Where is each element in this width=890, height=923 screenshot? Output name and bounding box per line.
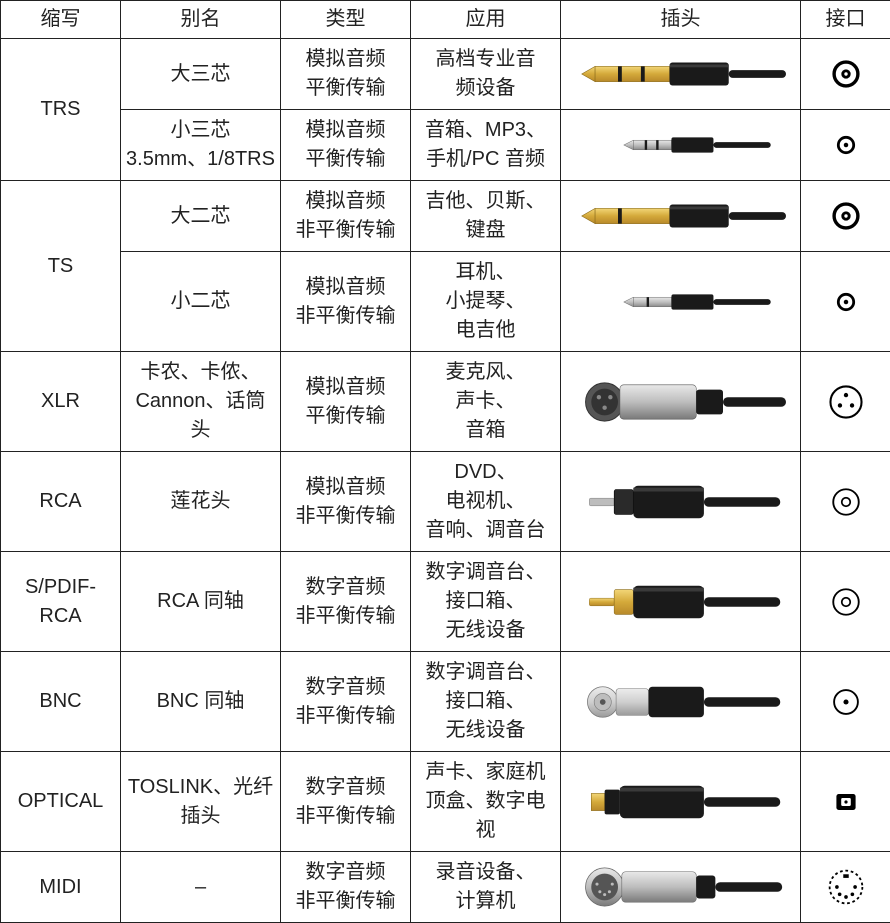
connector-table-container: 缩写 别名 类型 应用 插头 接口 TRS大三芯模拟音频平衡传输高档专业音频设备… <box>0 0 890 923</box>
cell-alias: – <box>121 852 281 923</box>
plug-icon <box>569 752 792 851</box>
th-alias: 别名 <box>121 1 281 39</box>
cell-app: 麦克风、声卡、音箱 <box>411 352 561 452</box>
cell-plug <box>561 552 801 652</box>
table-row: XLR卡农、卡侬、Cannon、话筒头模拟音频平衡传输麦克风、声卡、音箱 <box>1 352 890 452</box>
jack-icon <box>805 485 886 519</box>
cell-plug <box>561 181 801 252</box>
cell-jack <box>801 181 890 252</box>
table-row: TRS大三芯模拟音频平衡传输高档专业音频设备 <box>1 39 890 110</box>
jack-icon <box>805 131 886 159</box>
cell-jack <box>801 752 890 852</box>
table-body: TRS大三芯模拟音频平衡传输高档专业音频设备 小三芯3.5mm、1/8TRS模拟… <box>1 39 890 923</box>
th-plug: 插头 <box>561 1 801 39</box>
cell-type: 模拟音频平衡传输 <box>281 110 411 181</box>
cell-alias: BNC 同轴 <box>121 652 281 752</box>
th-app: 应用 <box>411 1 561 39</box>
table-row: MIDI–数字音频非平衡传输录音设备、计算机 <box>1 852 890 923</box>
plug-icon <box>569 39 792 109</box>
jack-icon <box>805 57 886 91</box>
cell-alias: 莲花头 <box>121 452 281 552</box>
cell-type: 数字音频非平衡传输 <box>281 652 411 752</box>
cell-type: 模拟音频平衡传输 <box>281 39 411 110</box>
cell-plug <box>561 752 801 852</box>
cell-abbr: RCA <box>1 452 121 552</box>
cell-plug <box>561 452 801 552</box>
cell-plug <box>561 110 801 181</box>
jack-icon <box>805 685 886 719</box>
table-row: OPTICALTOSLINK、光纤插头数字音频非平衡传输声卡、家庭机顶盒、数字电… <box>1 752 890 852</box>
cell-abbr: MIDI <box>1 852 121 923</box>
cell-jack <box>801 852 890 923</box>
cell-jack <box>801 252 890 352</box>
cell-type: 数字音频非平衡传输 <box>281 552 411 652</box>
table-row: TS大二芯模拟音频非平衡传输吉他、贝斯、键盘 <box>1 181 890 252</box>
table-row: RCA莲花头模拟音频非平衡传输DVD、电视机、音响、调音台 <box>1 452 890 552</box>
cell-app: 声卡、家庭机顶盒、数字电视 <box>411 752 561 852</box>
cell-jack <box>801 452 890 552</box>
cell-alias: 小三芯3.5mm、1/8TRS <box>121 110 281 181</box>
cell-plug <box>561 252 801 352</box>
jack-icon <box>805 288 886 316</box>
plug-icon <box>569 110 792 180</box>
cell-plug <box>561 39 801 110</box>
cell-app: 数字调音台、接口箱、无线设备 <box>411 552 561 652</box>
cell-plug <box>561 652 801 752</box>
table-row: 小三芯3.5mm、1/8TRS模拟音频平衡传输音箱、MP3、手机/PC 音频 <box>1 110 890 181</box>
plug-icon <box>569 181 792 251</box>
th-jack: 接口 <box>801 1 890 39</box>
cell-alias: RCA 同轴 <box>121 552 281 652</box>
cell-alias: 大三芯 <box>121 39 281 110</box>
cell-plug <box>561 352 801 452</box>
cell-app: DVD、电视机、音响、调音台 <box>411 452 561 552</box>
cell-app: 高档专业音频设备 <box>411 39 561 110</box>
cell-app: 耳机、小提琴、电吉他 <box>411 252 561 352</box>
plug-icon <box>569 252 792 351</box>
plug-icon <box>569 452 792 551</box>
cell-abbr: S/PDIF-RCA <box>1 552 121 652</box>
cell-abbr: BNC <box>1 652 121 752</box>
plug-icon <box>569 352 792 451</box>
cell-jack <box>801 652 890 752</box>
plug-icon <box>569 852 792 922</box>
connector-table: 缩写 别名 类型 应用 插头 接口 TRS大三芯模拟音频平衡传输高档专业音频设备… <box>0 0 890 923</box>
cell-alias: 小二芯 <box>121 252 281 352</box>
table-row: 小二芯模拟音频非平衡传输耳机、小提琴、电吉他 <box>1 252 890 352</box>
jack-icon <box>805 867 886 907</box>
table-head: 缩写 别名 类型 应用 插头 接口 <box>1 1 890 39</box>
jack-icon <box>805 199 886 233</box>
th-abbr: 缩写 <box>1 1 121 39</box>
th-type: 类型 <box>281 1 411 39</box>
cell-plug <box>561 852 801 923</box>
cell-app: 录音设备、计算机 <box>411 852 561 923</box>
table-row: BNCBNC 同轴数字音频非平衡传输数字调音台、接口箱、无线设备 <box>1 652 890 752</box>
cell-abbr: TRS <box>1 39 121 181</box>
cell-jack <box>801 110 890 181</box>
cell-jack <box>801 352 890 452</box>
table-row: S/PDIF-RCARCA 同轴数字音频非平衡传输数字调音台、接口箱、无线设备 <box>1 552 890 652</box>
cell-app: 音箱、MP3、手机/PC 音频 <box>411 110 561 181</box>
cell-type: 数字音频非平衡传输 <box>281 752 411 852</box>
cell-type: 模拟音频非平衡传输 <box>281 252 411 352</box>
cell-jack <box>801 552 890 652</box>
cell-type: 模拟音频非平衡传输 <box>281 452 411 552</box>
cell-type: 数字音频非平衡传输 <box>281 852 411 923</box>
cell-type: 模拟音频非平衡传输 <box>281 181 411 252</box>
jack-icon <box>805 585 886 619</box>
jack-icon <box>805 786 886 818</box>
cell-jack <box>801 39 890 110</box>
cell-app: 数字调音台、接口箱、无线设备 <box>411 652 561 752</box>
jack-icon <box>805 383 886 421</box>
cell-app: 吉他、贝斯、键盘 <box>411 181 561 252</box>
plug-icon <box>569 652 792 751</box>
cell-alias: TOSLINK、光纤插头 <box>121 752 281 852</box>
plug-icon <box>569 552 792 651</box>
cell-alias: 卡农、卡侬、Cannon、话筒头 <box>121 352 281 452</box>
cell-type: 模拟音频平衡传输 <box>281 352 411 452</box>
cell-abbr: XLR <box>1 352 121 452</box>
cell-alias: 大二芯 <box>121 181 281 252</box>
cell-abbr: OPTICAL <box>1 752 121 852</box>
cell-abbr: TS <box>1 181 121 352</box>
